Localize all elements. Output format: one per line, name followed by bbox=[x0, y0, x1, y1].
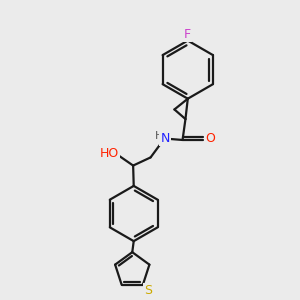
Text: H: H bbox=[155, 130, 164, 141]
Text: HO: HO bbox=[99, 147, 119, 160]
Text: N: N bbox=[160, 132, 170, 145]
Text: S: S bbox=[144, 284, 152, 296]
Text: O: O bbox=[205, 132, 215, 145]
Text: F: F bbox=[184, 28, 191, 41]
